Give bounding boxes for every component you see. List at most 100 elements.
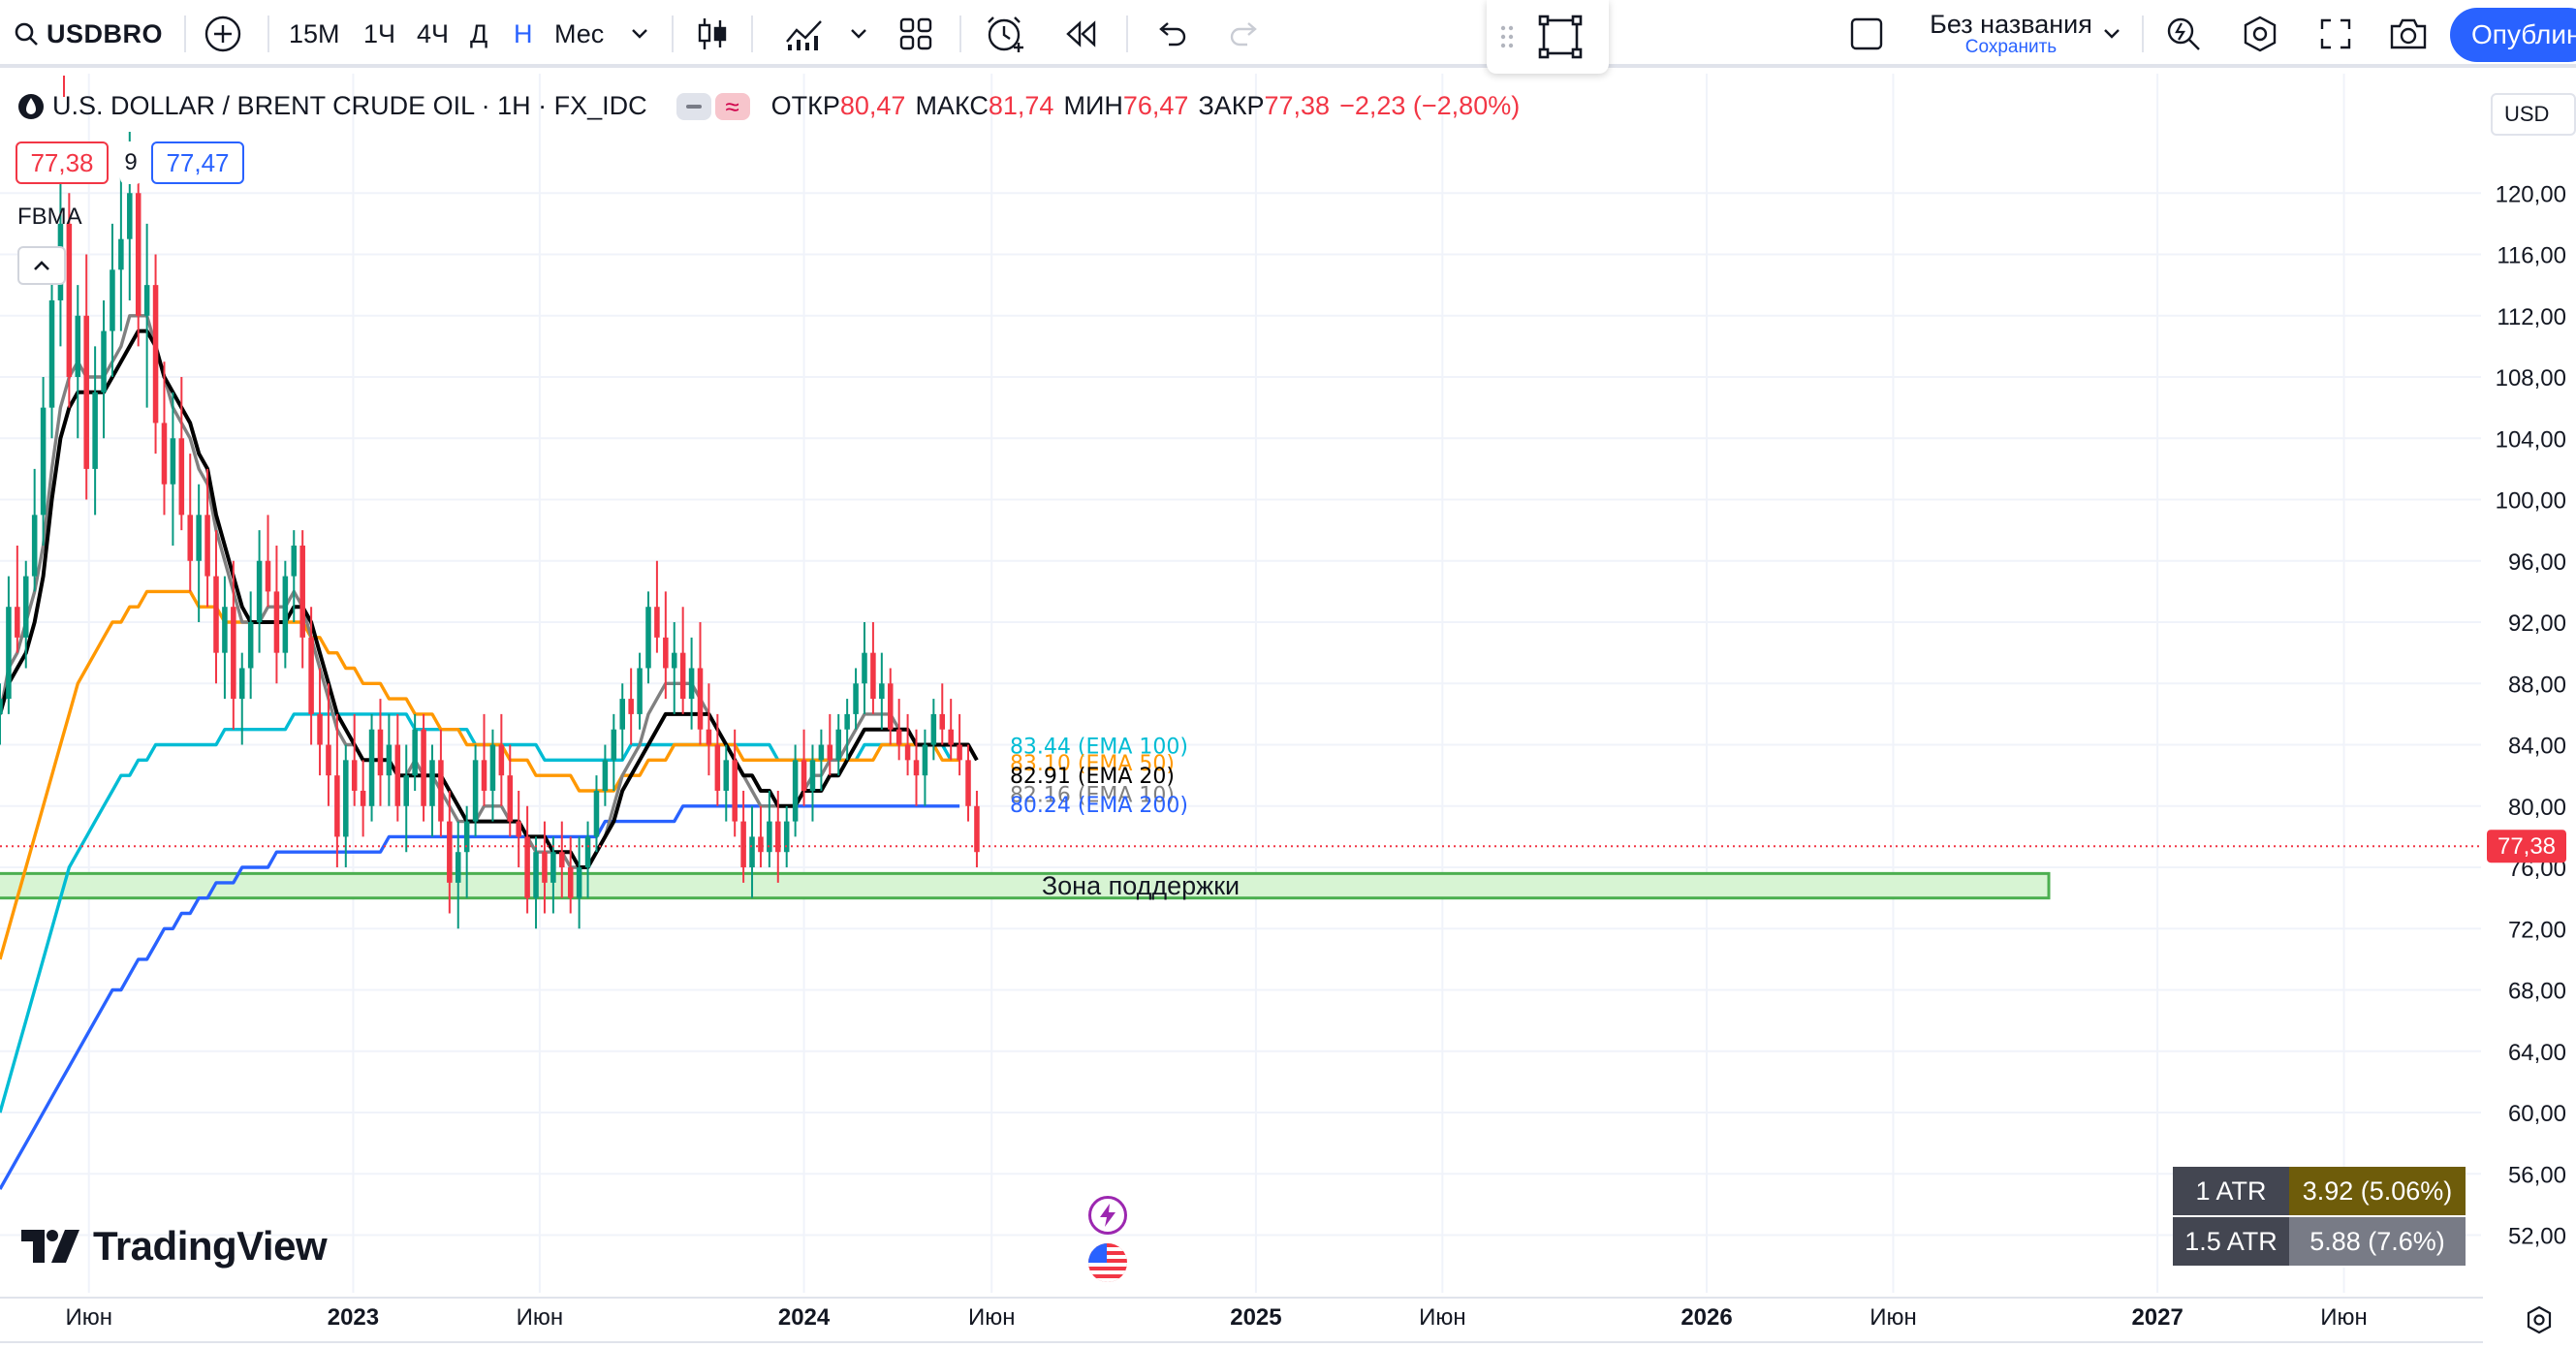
candle [412,713,418,791]
chart-settings-button[interactable] [2520,1301,2559,1339]
chevron-down-icon [632,29,647,39]
undo-button[interactable] [1153,0,1190,68]
candle-body [533,852,539,898]
candle [974,790,980,868]
symbol-legend: U.S. DOLLAR / BRENT CRUDE OIL · 1Н · FX_… [17,91,1529,121]
symbol-title[interactable]: U.S. DOLLAR / BRENT CRUDE OIL · 1Н · FX_… [52,91,647,120]
settings-button[interactable] [2241,0,2279,68]
candle [213,530,219,684]
ema-label: 82.16 (EMA 10) [1010,784,1175,808]
candle [671,622,677,714]
candle-body [922,744,928,776]
replay-button[interactable] [1062,0,1101,68]
interval-15m[interactable]: 15M [289,18,340,48]
wave-pill-icon[interactable]: ≈ [714,92,750,120]
candle [118,177,124,331]
snapshot-button[interactable] [2386,0,2431,68]
add-symbol-button[interactable] [199,0,247,68]
last-price-label: 77,38 [2497,833,2556,860]
candle [421,713,426,822]
low-value: 76,47 [1122,91,1189,120]
atr-value: 3.92 (5.06%) [2289,1167,2466,1215]
chevron-down-icon [851,29,866,39]
candle [533,836,539,929]
indicators-button[interactable] [783,0,826,68]
candle-body [559,852,565,868]
support-zone[interactable]: Зона поддержки [0,871,2051,900]
time-tick-label: 2027 [2131,1304,2183,1331]
ema-line [0,329,979,869]
interval-week[interactable]: Н [514,18,533,48]
legend-toggle-pills[interactable]: ≈ [675,92,750,120]
event-marker[interactable] [1088,1196,1127,1235]
support-zone-rect[interactable] [0,871,2051,900]
candle [516,790,521,868]
interval-1h[interactable]: 1Ч [363,18,396,48]
alert-button[interactable] [985,0,1027,68]
candle-body [118,238,124,270]
interval-month[interactable]: Мес [554,18,605,48]
fullscreen-button[interactable] [2316,0,2355,68]
candle-body [110,269,115,331]
price-tick-label: 60,00 [2508,1101,2566,1127]
price-tick-label: 64,00 [2508,1040,2566,1066]
candle-body [714,744,721,791]
price-tick-label: 56,00 [2508,1162,2566,1188]
layouts-icon [899,17,932,50]
candle-body [904,744,911,761]
rectangle-tool-icon[interactable] [1537,14,1584,60]
tradingview-logo[interactable]: TradingView [21,1223,328,1270]
time-tick-label: Июн [1419,1304,1466,1331]
chart-type-button[interactable] [693,0,732,68]
candle-body [291,545,298,577]
candle-body [628,699,634,714]
quick-search-button[interactable] [2164,0,2203,68]
candle-body [472,760,479,822]
candle-body [550,852,556,883]
candle-body [196,515,202,561]
candle [377,699,384,806]
checkbox-icon [1850,17,1883,50]
time-axis[interactable]: Июн 2023 Июн 2024 Июн 2025 Июн 2026 Июн 2027 Июн [0,1297,2483,1343]
drag-handle-icon[interactable] [1500,24,1514,49]
candle-body [299,545,305,638]
economic-event-marker[interactable] [1088,1243,1127,1282]
price-tick-label: 116,00 [2497,243,2566,269]
candle [463,805,470,898]
indicator-name[interactable]: FBMA [17,204,82,230]
publish-button[interactable]: Опублин [2450,8,2576,62]
intervals-dropdown[interactable] [625,0,654,68]
candle [895,699,902,761]
price-chart[interactable]: Зона поддержки 83.44 (EMA 100)83.10 (EMA… [0,72,2576,1348]
candle-body [663,637,669,669]
interval-4h[interactable]: 4Ч [417,18,450,48]
candle [403,744,409,853]
collapse-pill-icon[interactable] [675,92,711,120]
candle-body [75,315,81,378]
candle [542,821,548,914]
candle [15,545,20,653]
redo-button[interactable] [1226,0,1263,68]
currency-selector[interactable]: USD [2491,93,2576,136]
layout-name-button[interactable]: Без названия Сохранить [1914,0,2108,68]
candle-body [92,392,98,469]
layouts-button[interactable] [896,0,935,68]
interval-day[interactable]: Д [470,18,488,48]
layout-save-link[interactable]: Сохранить [1964,37,2058,58]
indicators-dropdown[interactable] [845,0,872,68]
candle [472,744,479,837]
candle [360,760,366,837]
candle-body [317,713,323,745]
candle-body [887,683,894,730]
candle-body [421,729,426,806]
support-zone-label: Зона поддержки [1042,871,1240,900]
time-tick-label: Июн [2320,1304,2368,1331]
legend-collapse-button[interactable] [17,246,66,285]
candle [619,683,625,761]
symbol-search-button[interactable]: USDBRO [14,0,163,68]
layout-dropdown[interactable] [2098,0,2125,68]
price-axis[interactable]: 120,00 116,00 112,00 108,00 104,00 100,00 96,0… [2487,181,2566,1250]
layout-checkbox[interactable] [1847,0,1886,68]
candle-body [637,668,643,714]
candle [161,361,168,516]
